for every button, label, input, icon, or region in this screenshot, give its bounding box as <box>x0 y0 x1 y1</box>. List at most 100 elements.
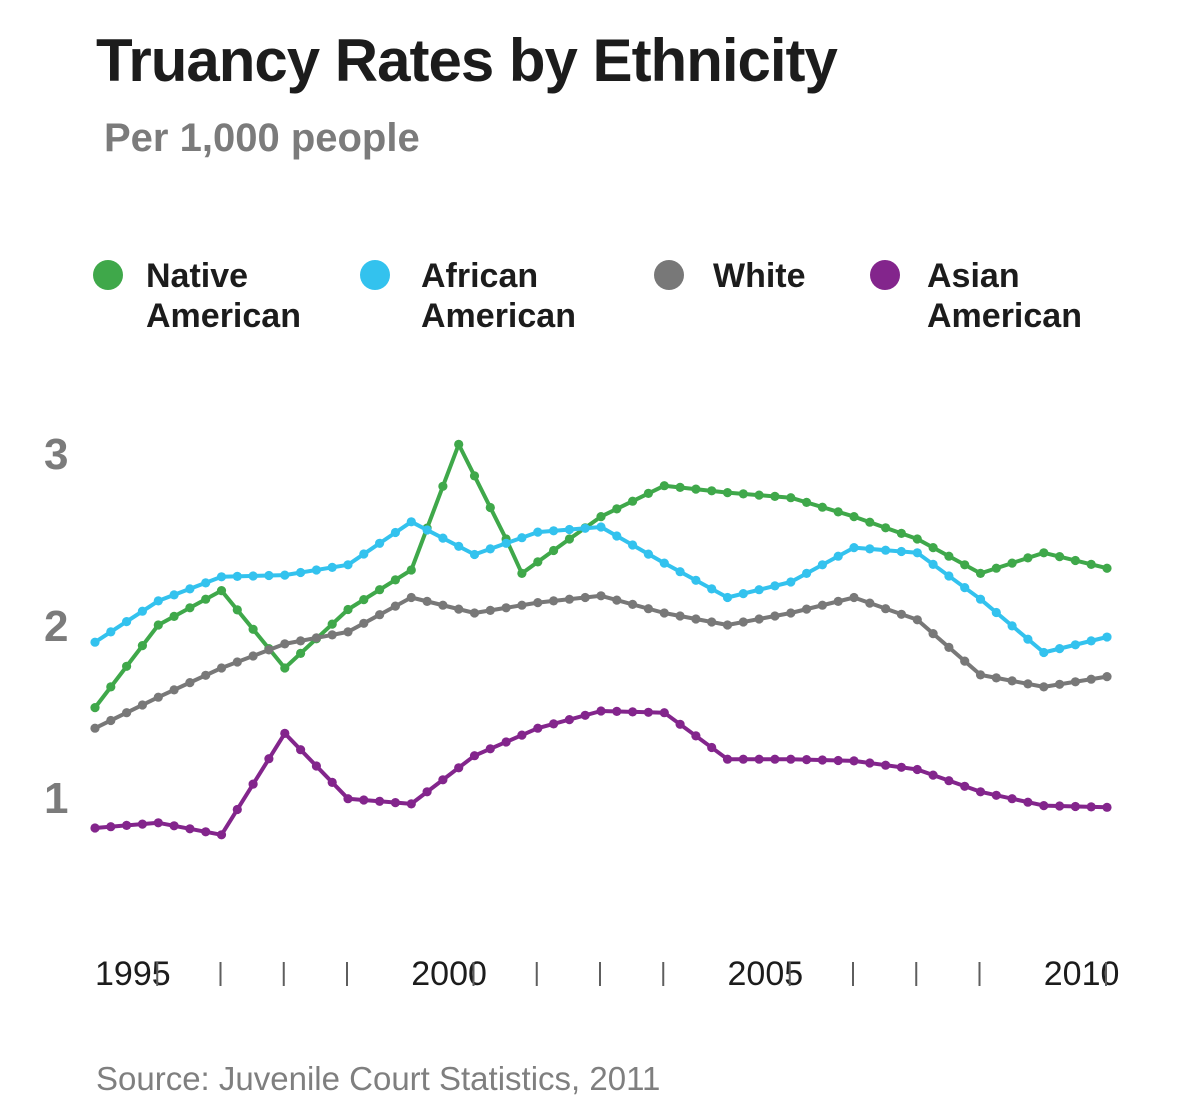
data-point-white <box>1086 674 1096 684</box>
data-point-native-american <box>232 605 242 615</box>
data-point-white <box>122 708 132 718</box>
data-point-white <box>691 614 701 624</box>
data-point-native-american <box>533 557 543 567</box>
data-point-asian-american <box>691 731 701 741</box>
data-point-white <box>975 670 986 680</box>
data-point-asian-american <box>849 756 859 766</box>
data-point-native-american <box>438 481 448 491</box>
data-point-native-american <box>1070 555 1080 566</box>
data-point-asian-american <box>596 706 606 716</box>
data-point-white <box>802 604 812 614</box>
data-point-white <box>580 592 590 603</box>
data-point-white <box>1102 672 1112 682</box>
data-point-native-american <box>375 585 385 595</box>
data-point-asian-american <box>280 728 290 739</box>
data-point-african-american <box>960 583 970 593</box>
data-point-white <box>438 600 448 610</box>
data-point-african-american <box>327 562 337 573</box>
legend-line1: Native <box>146 257 249 295</box>
data-point-white <box>1039 682 1049 692</box>
data-point-asian-american <box>1086 802 1096 812</box>
data-point-african-american <box>786 577 796 587</box>
legend-label-native-american: Native American <box>146 256 301 336</box>
data-point-asian-american <box>454 763 464 773</box>
data-point-native-american <box>296 648 306 659</box>
data-point-african-american <box>422 525 432 535</box>
data-point-asian-american <box>359 795 369 805</box>
data-point-native-american <box>865 517 875 527</box>
data-point-african-american <box>1102 632 1112 642</box>
y-tick-label-1: 1 <box>44 774 68 823</box>
data-point-african-american <box>944 571 954 581</box>
data-point-asian-american <box>580 710 590 720</box>
data-point-white <box>817 600 828 610</box>
data-point-white <box>1055 679 1065 689</box>
data-point-white <box>549 596 559 606</box>
data-point-asian-american <box>296 745 306 755</box>
data-point-asian-american <box>991 790 1001 800</box>
legend-label-asian-american: Asian American <box>927 256 1082 336</box>
data-point-asian-american <box>201 827 211 837</box>
data-point-native-american <box>738 489 748 499</box>
data-point-white <box>928 629 938 639</box>
data-point-white <box>454 604 464 614</box>
data-point-asian-american <box>1055 801 1065 811</box>
data-point-asian-american <box>533 723 543 733</box>
chart-title: Truancy Rates by Ethnicity <box>96 27 838 94</box>
data-point-african-american <box>991 607 1001 618</box>
data-point-african-american <box>90 637 100 647</box>
data-point-native-american <box>707 486 717 496</box>
legend-line2: American <box>146 297 301 335</box>
data-point-white <box>216 663 227 673</box>
data-point-african-american <box>691 575 701 585</box>
data-point-white <box>106 715 116 726</box>
legend-label-african-american: African American <box>421 256 576 336</box>
data-point-asian-american <box>327 777 337 788</box>
data-point-white <box>501 603 511 613</box>
data-point-native-american <box>612 504 622 514</box>
legend-line2: American <box>421 297 576 335</box>
data-point-white <box>90 723 100 733</box>
data-point-native-american <box>786 493 796 503</box>
data-point-white <box>960 656 970 666</box>
data-point-african-american <box>232 571 242 582</box>
data-point-asian-american <box>517 730 527 740</box>
data-point-white <box>359 618 369 628</box>
data-point-white <box>912 615 922 625</box>
data-point-african-american <box>359 549 369 559</box>
data-point-asian-american <box>865 758 875 768</box>
data-point-african-american <box>580 523 590 533</box>
data-point-white <box>264 645 274 655</box>
data-point-african-american <box>375 538 385 548</box>
data-point-asian-american <box>153 818 163 828</box>
data-point-white <box>770 611 780 621</box>
data-point-african-american <box>549 526 559 536</box>
data-point-asian-american <box>722 754 733 764</box>
data-point-african-american <box>1007 621 1017 631</box>
data-point-asian-american <box>802 755 812 765</box>
data-point-asian-american <box>1023 797 1033 807</box>
data-point-asian-american <box>406 799 416 809</box>
data-point-african-american <box>912 548 922 558</box>
data-point-native-american <box>722 488 733 498</box>
data-point-african-american <box>722 592 733 603</box>
data-point-white <box>722 620 733 630</box>
data-point-asian-american <box>770 754 780 764</box>
legend-line1: White <box>713 257 806 295</box>
data-point-native-american <box>1023 553 1033 563</box>
data-point-native-american <box>944 551 954 561</box>
data-point-african-american <box>707 584 717 594</box>
data-point-native-american <box>469 471 480 481</box>
data-point-native-american <box>454 439 464 449</box>
data-point-white <box>628 599 638 610</box>
data-point-white <box>185 678 195 688</box>
data-point-african-american <box>501 538 511 548</box>
data-point-native-american <box>549 545 559 556</box>
data-point-african-american <box>643 549 654 559</box>
data-point-native-american <box>770 491 780 501</box>
legend-line1: Asian <box>927 257 1020 295</box>
data-point-african-american <box>296 567 306 578</box>
data-point-african-american <box>596 522 606 532</box>
data-point-asian-american <box>469 751 480 761</box>
